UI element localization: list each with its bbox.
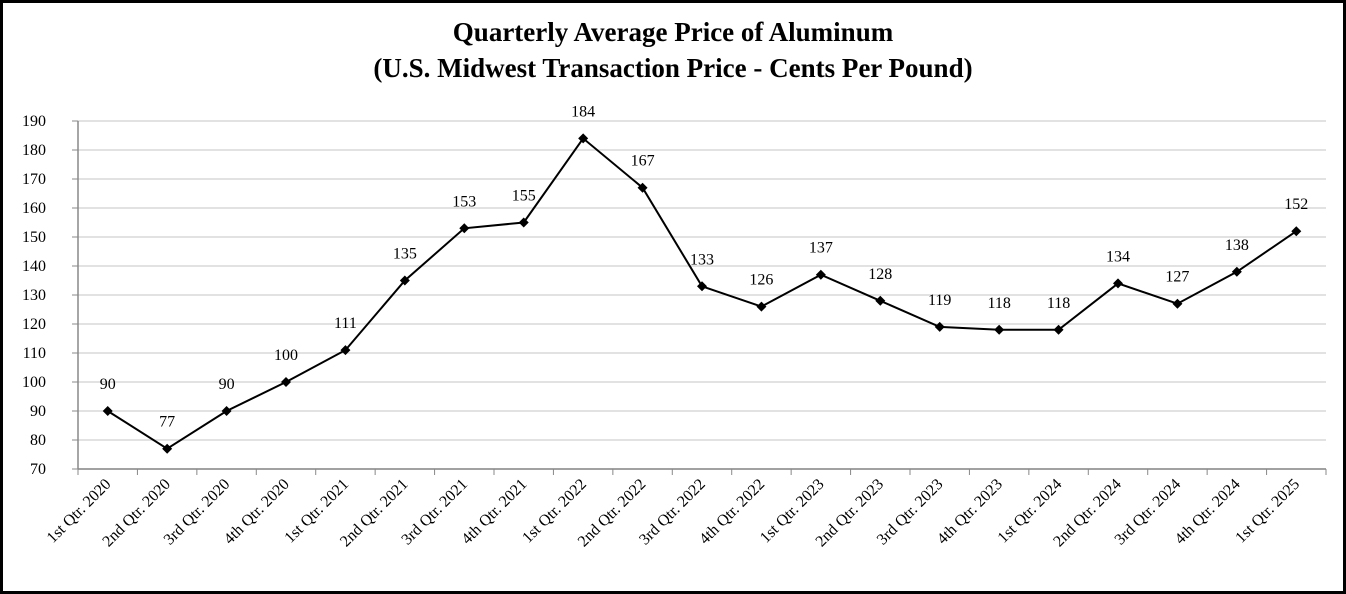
chart-title: Quarterly Average Price of Aluminum bbox=[453, 17, 894, 47]
marker bbox=[340, 345, 351, 356]
marker bbox=[459, 223, 470, 234]
data-label: 100 bbox=[274, 347, 298, 364]
marker bbox=[518, 217, 529, 228]
data-label: 153 bbox=[452, 193, 476, 210]
marker bbox=[221, 406, 232, 416]
y-tick-label: 80 bbox=[30, 432, 46, 449]
y-tick-label: 120 bbox=[22, 316, 46, 333]
data-label: 133 bbox=[690, 251, 714, 268]
marker bbox=[399, 275, 410, 286]
marker bbox=[1053, 324, 1064, 335]
marker bbox=[994, 324, 1005, 335]
y-tick-label: 140 bbox=[22, 258, 46, 275]
data-label: 90 bbox=[100, 376, 116, 393]
data-label: 126 bbox=[749, 272, 773, 289]
data-label: 127 bbox=[1165, 269, 1189, 286]
data-label: 118 bbox=[987, 295, 1010, 312]
data-label: 138 bbox=[1225, 237, 1249, 254]
marker bbox=[102, 406, 113, 416]
marker bbox=[1291, 226, 1302, 237]
y-tick-label: 100 bbox=[22, 374, 46, 391]
marker bbox=[1231, 266, 1242, 277]
marker bbox=[875, 295, 886, 306]
data-label: 118 bbox=[1047, 295, 1070, 312]
marker bbox=[281, 377, 291, 387]
data-label: 184 bbox=[571, 103, 595, 120]
y-tick-label: 190 bbox=[22, 113, 46, 130]
data-label: 119 bbox=[928, 292, 951, 309]
y-tick-label: 130 bbox=[22, 287, 46, 304]
y-tick-label: 90 bbox=[30, 403, 46, 420]
marker bbox=[815, 269, 826, 280]
data-label: 155 bbox=[512, 188, 536, 205]
data-label: 128 bbox=[868, 266, 892, 283]
marker bbox=[1113, 278, 1123, 289]
marker bbox=[934, 321, 945, 332]
y-tick-label: 110 bbox=[23, 345, 46, 362]
data-label: 134 bbox=[1106, 248, 1130, 265]
y-tick-label: 70 bbox=[30, 461, 46, 478]
y-tick-label: 160 bbox=[22, 200, 46, 217]
data-label: 90 bbox=[219, 376, 235, 393]
y-tick-label: 150 bbox=[22, 229, 46, 246]
marker bbox=[637, 182, 648, 193]
marker bbox=[162, 443, 173, 454]
chart-subtitle: (U.S. Midwest Transaction Price - Cents … bbox=[373, 53, 972, 83]
marker bbox=[1172, 298, 1183, 309]
data-label: 135 bbox=[393, 246, 417, 263]
y-tick-label: 170 bbox=[22, 171, 46, 188]
data-label: 167 bbox=[631, 153, 655, 170]
data-label: 111 bbox=[334, 315, 357, 332]
marker bbox=[756, 301, 767, 312]
y-tick-label: 180 bbox=[22, 142, 46, 159]
marker bbox=[578, 133, 589, 144]
marker bbox=[697, 281, 707, 292]
data-label: 152 bbox=[1284, 196, 1308, 213]
data-label: 77 bbox=[159, 414, 175, 431]
data-label: 137 bbox=[809, 240, 833, 257]
